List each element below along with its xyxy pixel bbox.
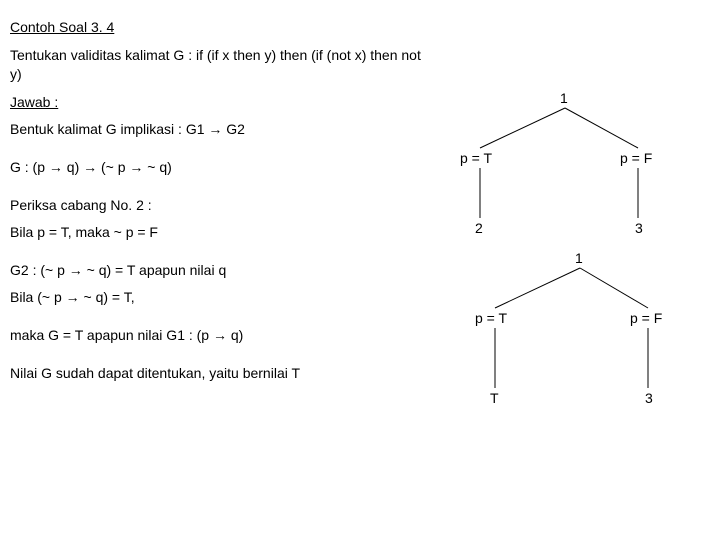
step-line-5: G2 : (~ p → ~ q) = T apapun nilai q	[10, 261, 430, 281]
tree1-left: p = T	[460, 150, 492, 166]
tree-diagrams: 1 p = T p = F 2 3 1 p = T p = F T 3	[420, 90, 700, 510]
step-line-1: Bentuk kalimat G implikasi : G1 → G2	[10, 120, 430, 140]
step-line-2: G : (p → q) → (~ p → ~ q)	[10, 158, 430, 178]
tree1-right: p = F	[620, 150, 652, 166]
tree2-right: p = F	[630, 310, 662, 326]
step-line-8: Nilai G sudah dapat ditentukan, yaitu be…	[10, 364, 430, 384]
step-line-7: maka G = T apapun nilai G1 : (p → q)	[10, 326, 430, 346]
tree2-left: p = T	[475, 310, 507, 326]
step-line-3: Periksa cabang No. 2 :	[10, 196, 430, 216]
problem-statement: Tentukan validitas kalimat G : if (if x …	[10, 46, 430, 85]
tree1-root: 1	[560, 90, 568, 106]
tree2-root: 1	[575, 250, 583, 266]
tree1-right-leaf: 3	[635, 220, 643, 236]
step-line-4: Bila p = T, maka ~ p = F	[10, 223, 430, 243]
step-line-6: Bila (~ p → ~ q) = T,	[10, 288, 430, 308]
answer-heading: Jawab :	[10, 93, 430, 113]
tree2-right-leaf: 3	[645, 390, 653, 406]
tree2-left-leaf: T	[490, 390, 499, 406]
tree1-left-leaf: 2	[475, 220, 483, 236]
title-heading: Contoh Soal 3. 4	[10, 18, 430, 38]
